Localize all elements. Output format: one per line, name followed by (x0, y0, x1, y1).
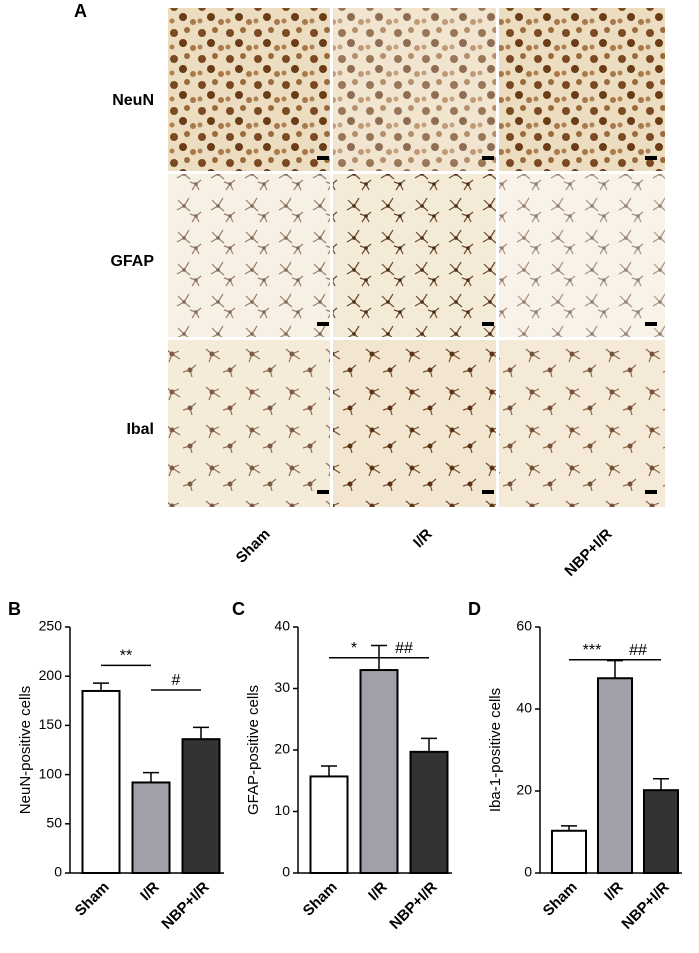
micrograph (333, 340, 496, 507)
error-bar (421, 737, 437, 752)
bar (550, 829, 588, 875)
error-bar (193, 726, 209, 740)
error-bar (561, 825, 577, 831)
bar (409, 750, 449, 874)
x-tick-label: NBP+I/R (618, 879, 672, 933)
column-label: NBP+I/R (561, 526, 615, 580)
micrographs (168, 8, 665, 507)
scale-bars (317, 156, 657, 494)
y-tick-label: 0 (282, 864, 290, 880)
y-tick-label: 40 (274, 618, 290, 634)
significance-label: *** (583, 642, 602, 659)
column-label: I/R (410, 525, 436, 551)
row-label: NeuN (112, 92, 154, 109)
panel-label: D (468, 599, 481, 619)
significance-label: * (351, 640, 357, 657)
panel-label: A (74, 1, 87, 21)
micrograph (168, 8, 330, 171)
micrograph (499, 174, 665, 337)
significance-label: ** (120, 648, 132, 665)
bar (642, 789, 680, 874)
bar (181, 738, 221, 875)
x-tick-label: I/R (601, 878, 627, 904)
bar (359, 669, 399, 874)
x-tick-label: Sham (300, 879, 341, 920)
y-tick-label: 250 (39, 618, 63, 634)
significance-label: ## (395, 640, 413, 657)
bar (81, 689, 121, 875)
x-tick-label: NBP+I/R (386, 879, 440, 933)
x-tick-label: I/R (137, 878, 163, 904)
micrograph (168, 340, 330, 507)
x-tick-label: I/R (365, 878, 391, 904)
row-label: GFAP (110, 253, 154, 270)
y-tick-label: 40 (516, 700, 532, 716)
y-tick-label: 10 (274, 802, 290, 818)
panel-label: C (232, 599, 245, 619)
error-bar (143, 771, 159, 783)
panel-label: B (8, 599, 21, 619)
y-tick-label: 20 (516, 782, 532, 798)
error-bar (321, 765, 337, 777)
micrograph (499, 340, 665, 507)
error-bar (653, 777, 669, 791)
micrograph (499, 8, 665, 171)
y-tick-label: 50 (46, 815, 62, 831)
y-axis-label: GFAP-positive cells (245, 685, 262, 815)
bar (131, 781, 171, 874)
x-tick-label: NBP+I/R (158, 879, 212, 933)
significance-label: # (172, 672, 181, 689)
y-tick-label: 60 (516, 618, 532, 634)
y-tick-label: 150 (39, 716, 63, 732)
error-bar (607, 659, 623, 679)
micrograph (333, 174, 496, 337)
row-label: Ibal (126, 421, 154, 438)
y-tick-label: 20 (274, 741, 290, 757)
bar (596, 677, 634, 874)
micrograph (168, 174, 330, 337)
x-tick-label: Sham (72, 879, 113, 920)
column-label: Sham (233, 526, 274, 567)
error-bar (93, 682, 109, 691)
x-tick-label: Sham (540, 879, 581, 920)
y-tick-label: 0 (524, 864, 532, 880)
y-axis-label: Iba-1-positive cells (487, 688, 504, 812)
bar (309, 775, 349, 875)
y-tick-label: 0 (54, 864, 62, 880)
y-axis-label: NeuN-positive cells (17, 686, 34, 814)
y-tick-label: 200 (39, 667, 63, 683)
y-tick-label: 100 (39, 765, 63, 781)
y-tick-label: 30 (274, 679, 290, 695)
significance-label: ## (629, 642, 647, 659)
micrograph (333, 8, 496, 171)
